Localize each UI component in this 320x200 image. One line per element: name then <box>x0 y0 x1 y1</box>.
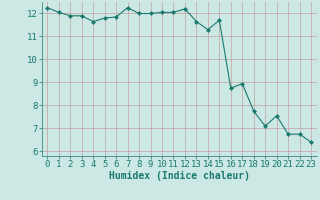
X-axis label: Humidex (Indice chaleur): Humidex (Indice chaleur) <box>109 171 250 181</box>
